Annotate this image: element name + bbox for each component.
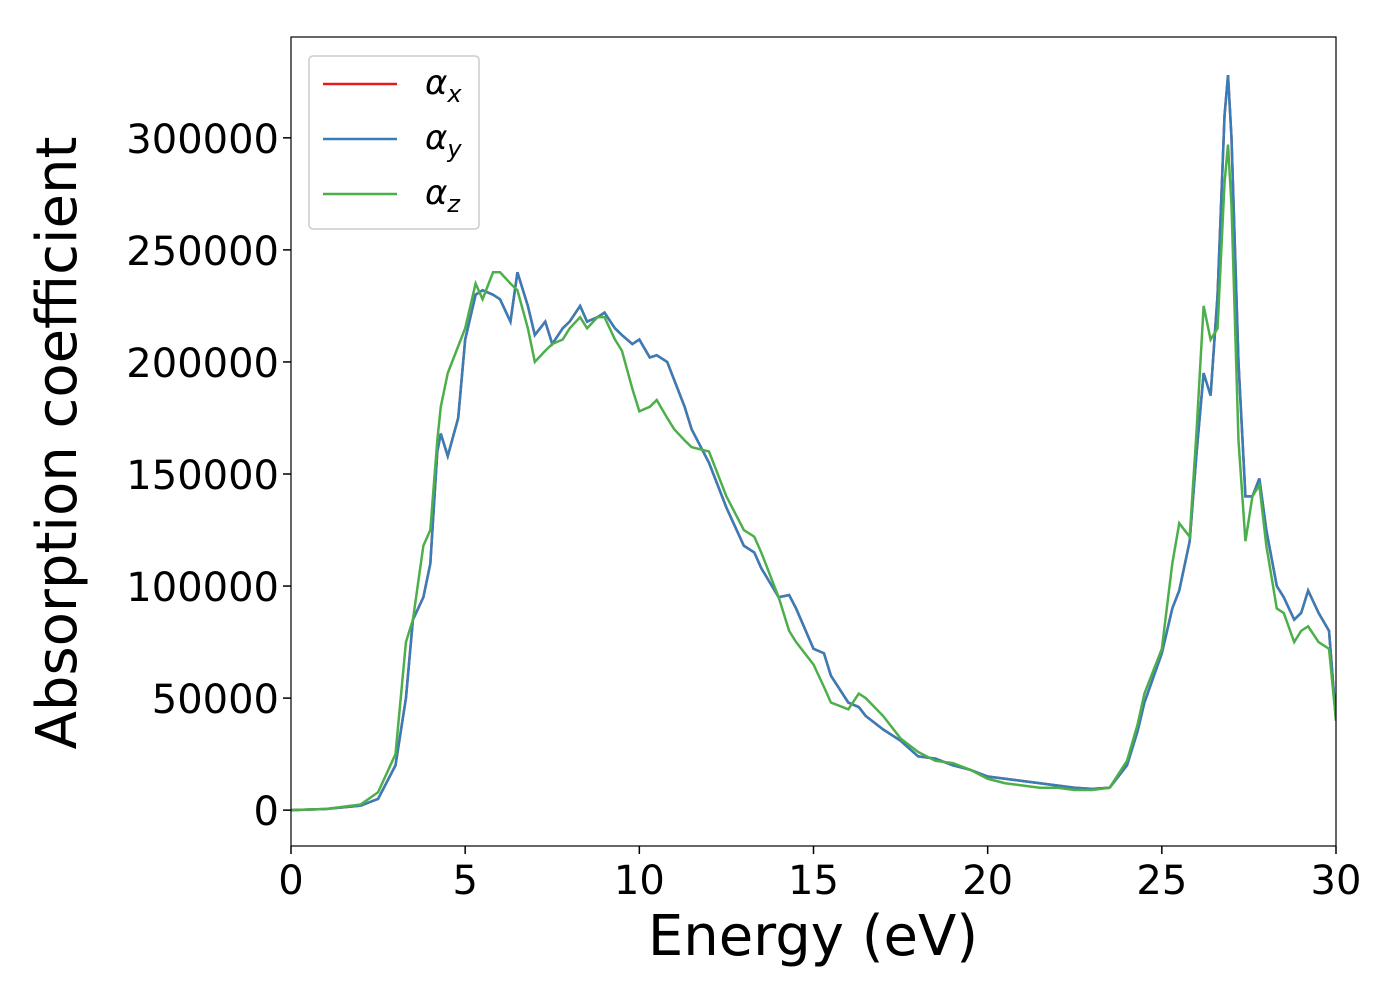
x-tick-label: 15 (788, 858, 839, 904)
legend-box (308, 55, 480, 230)
legend-label: αz (425, 173, 461, 218)
series-line (291, 144, 1336, 812)
x-tick-label: 5 (452, 858, 477, 904)
x-tick-label: 10 (614, 858, 665, 904)
y-tick-label: 50000 (152, 677, 279, 723)
x-tick-label: 30 (1311, 858, 1362, 904)
series-line (291, 74, 1336, 812)
y-tick-label: 300000 (126, 117, 279, 163)
y-tick-label: 200000 (126, 341, 279, 387)
legend-label: αx (425, 63, 462, 108)
x-tick-label: 20 (962, 858, 1013, 904)
x-axis-label: Energy (eV) (648, 904, 978, 969)
y-tick-label: 100000 (126, 565, 279, 611)
y-axis-label: Absorption coefficient (25, 137, 90, 750)
plot-frame (290, 36, 1337, 847)
y-tick-label: 250000 (126, 229, 279, 275)
y-tick-label: 150000 (126, 453, 279, 499)
y-tick-label: 0 (254, 789, 279, 835)
legend-label: αy (425, 118, 462, 163)
x-tick-label: 0 (278, 858, 303, 904)
x-tick-label: 25 (1136, 858, 1187, 904)
